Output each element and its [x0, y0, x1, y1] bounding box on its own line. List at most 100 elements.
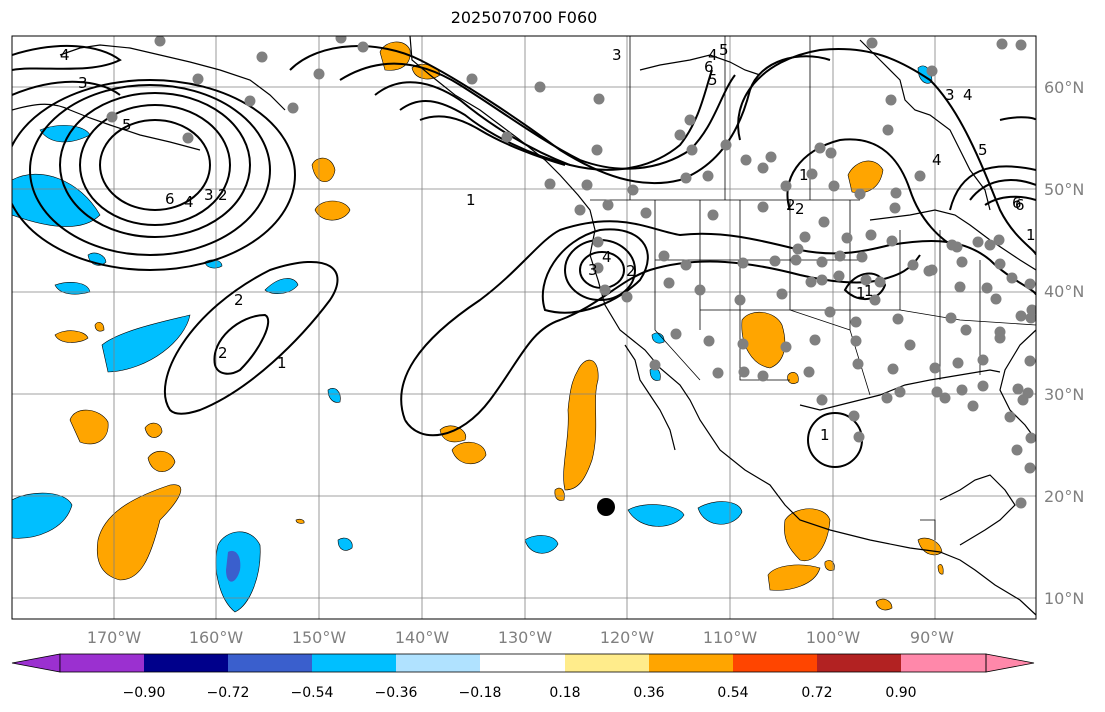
- station-dot: [720, 139, 732, 151]
- station-dot: [287, 102, 299, 114]
- station-dot: [931, 386, 943, 398]
- station-dot: [887, 363, 899, 375]
- station-dot: [712, 367, 724, 379]
- contour-label: 1: [466, 191, 476, 209]
- station-dot: [244, 95, 256, 107]
- station-dot: [824, 306, 836, 318]
- station-dot: [674, 129, 686, 141]
- station-dot: [956, 384, 968, 396]
- colorbar-tick-label: 0.72: [801, 685, 832, 701]
- station-dot: [977, 354, 989, 366]
- station-dot: [757, 370, 769, 382]
- contour-lines: [12, 45, 1036, 468]
- colorbar-segment: [565, 654, 650, 672]
- colorbar-outline: [59, 653, 987, 673]
- colorbar-tick-label: −0.18: [459, 685, 502, 701]
- station-dot: [834, 250, 846, 262]
- contour-label: 2: [626, 262, 636, 280]
- station-dot: [816, 274, 828, 286]
- station-dot: [780, 341, 792, 353]
- lat-label: 40°N: [1044, 282, 1084, 301]
- station-dot: [591, 144, 603, 156]
- station-dot: [890, 187, 902, 199]
- station-dot: [960, 324, 972, 336]
- station-dot: [686, 144, 698, 156]
- station-dot: [182, 132, 194, 144]
- contour-label: 2: [786, 196, 796, 214]
- station-dot: [939, 392, 951, 404]
- station-dot: [734, 294, 746, 306]
- station-dot: [914, 170, 926, 182]
- station-dot: [776, 288, 788, 300]
- station-dot: [640, 207, 652, 219]
- colorbar-tick-label: −0.72: [207, 685, 250, 701]
- station-dot: [106, 111, 118, 123]
- station-dot: [694, 284, 706, 296]
- station-dot: [684, 114, 696, 126]
- station-dot: [860, 274, 872, 286]
- lon-label: 120°W: [600, 628, 655, 647]
- station-dot: [828, 180, 840, 192]
- longitude-labels: 170°W 160°W 150°W 140°W 130°W 120°W 110°…: [87, 628, 954, 647]
- station-dot: [1026, 304, 1036, 316]
- station-dot: [621, 291, 633, 303]
- lon-label: 130°W: [498, 628, 553, 647]
- station-dot: [841, 232, 853, 244]
- station-dot: [649, 359, 661, 371]
- station-dot: [952, 357, 964, 369]
- positive-anomaly-regions: [54, 41, 944, 611]
- contour-label: 3: [588, 261, 598, 279]
- station-dot: [806, 168, 818, 180]
- colorbar-tick-label: 0.90: [885, 685, 916, 701]
- station-dot: [894, 386, 906, 398]
- station-dot: [663, 277, 675, 289]
- station-dot: [740, 154, 752, 166]
- contour-label: 3: [612, 46, 622, 64]
- station-dot: [466, 73, 478, 85]
- negative-anomaly-regions: [12, 65, 933, 613]
- colorbar-tick-label: 0.54: [717, 685, 748, 701]
- contour-label: 1: [1026, 226, 1036, 244]
- station-dot: [809, 334, 821, 346]
- colorbar-tick-label: 0.18: [549, 685, 580, 701]
- lat-label: 20°N: [1044, 487, 1084, 506]
- lat-label: 50°N: [1044, 180, 1084, 199]
- station-dot: [1015, 497, 1027, 509]
- colorbar-segment: [60, 654, 145, 672]
- contour-label: 6: [1012, 194, 1022, 212]
- contour-label: 1: [277, 354, 287, 372]
- contour-label: 1: [864, 282, 874, 300]
- station-dot: [1011, 444, 1023, 456]
- station-markers: [106, 36, 1036, 509]
- station-dot: [852, 358, 864, 370]
- station-dot: [192, 73, 204, 85]
- station-dot: [833, 270, 845, 282]
- station-dot: [737, 338, 749, 350]
- station-dot: [972, 236, 984, 248]
- station-dot: [984, 239, 996, 251]
- station-dot: [954, 281, 966, 293]
- station-dot: [886, 235, 898, 247]
- station-dot: [1017, 394, 1029, 406]
- station-dot: [1024, 278, 1036, 290]
- station-dot: [1015, 310, 1027, 322]
- station-dot: [1024, 462, 1036, 474]
- station-dot: [1004, 411, 1016, 423]
- colorbar-right-extension: [985, 653, 1035, 673]
- station-dot: [865, 229, 877, 241]
- station-dot: [856, 251, 868, 263]
- station-dot: [816, 394, 828, 406]
- contour-label: 4: [963, 86, 973, 104]
- station-dot: [737, 257, 749, 269]
- colorbar: −0.90 −0.72 −0.54 −0.36 −0.18 0.18 0.36 …: [11, 653, 1035, 701]
- station-dot: [627, 184, 639, 196]
- contour-label: 5: [978, 141, 988, 159]
- contour-label: 2: [234, 291, 244, 309]
- colorbar-segment: [817, 654, 902, 672]
- station-dot: [866, 37, 878, 49]
- station-dot: [738, 366, 750, 378]
- station-dot: [680, 259, 692, 271]
- contour-label: 2: [795, 200, 805, 218]
